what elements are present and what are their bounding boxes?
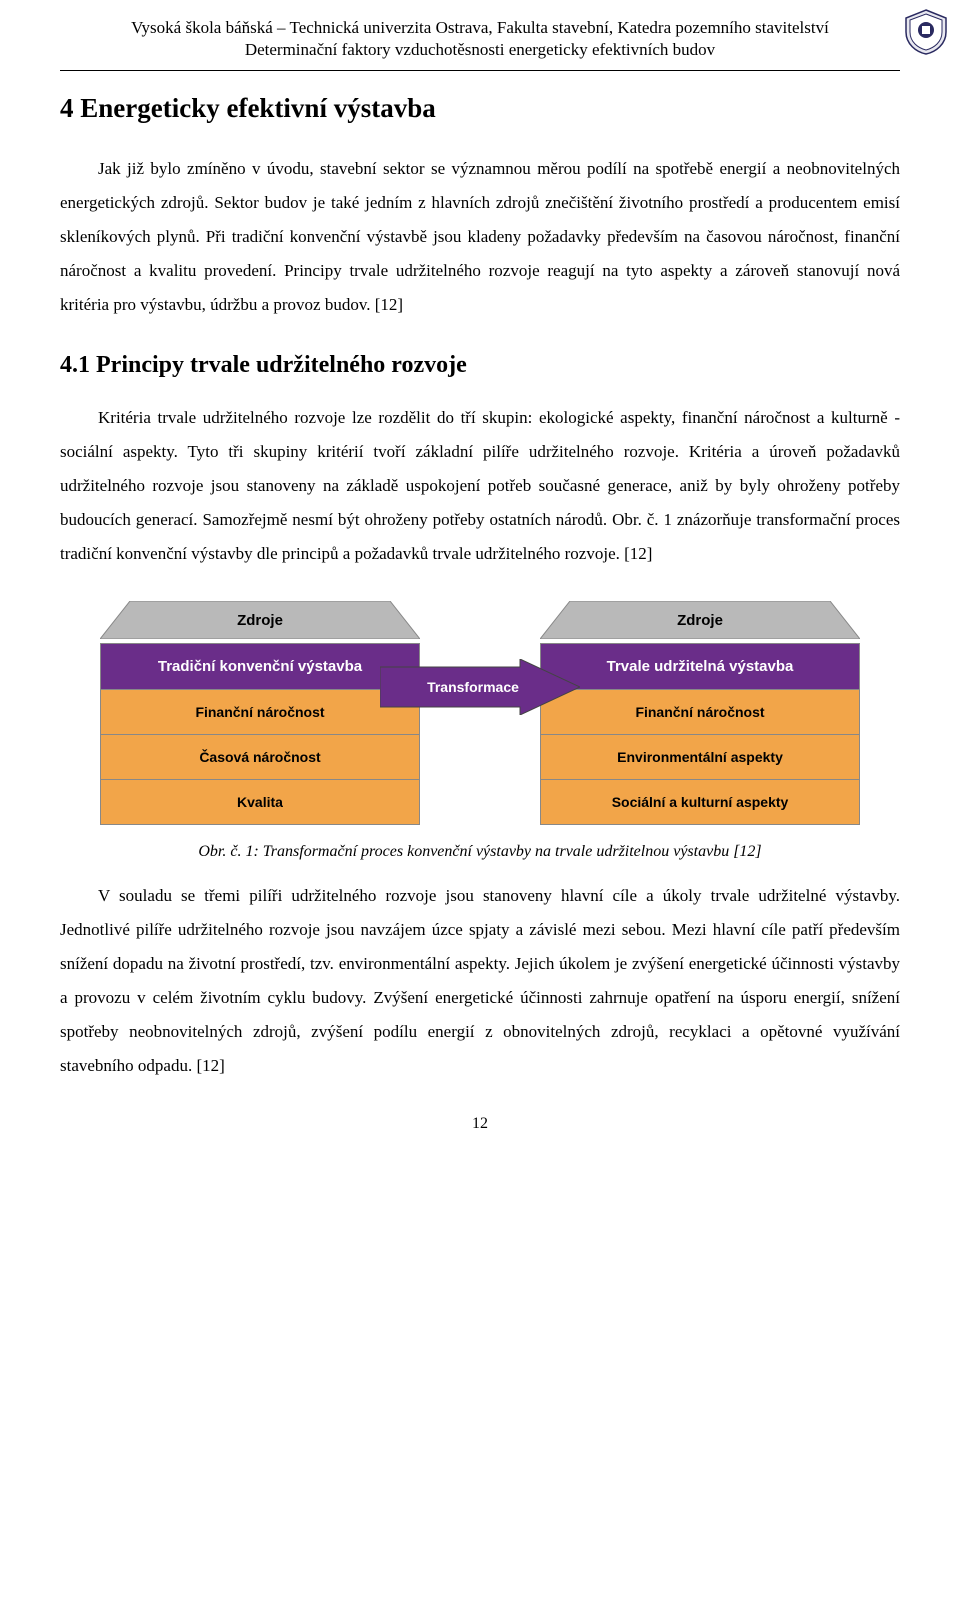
subsection-4-1-title: 4.1 Principy trvale udržitelného rozvoje bbox=[60, 352, 900, 379]
transformation-arrow-label: Transformace bbox=[427, 679, 519, 695]
transformation-diagram: Zdroje Tradiční konvenční výstavba Finan… bbox=[100, 601, 860, 825]
diagram-left-row-0: Finanční náročnost bbox=[100, 689, 420, 734]
diagram-right-row-2: Sociální a kulturní aspekty bbox=[540, 779, 860, 825]
section-4-1-para-2: V souladu se třemi pilíři udržitelného r… bbox=[60, 879, 900, 1083]
diagram-left-row-1: Časová náročnost bbox=[100, 734, 420, 779]
diagram-left-top-label: Zdroje bbox=[237, 612, 283, 629]
diagram-col-traditional: Zdroje Tradiční konvenční výstavba Finan… bbox=[100, 601, 420, 825]
diagram-left-title: Tradiční konvenční výstavba bbox=[100, 643, 420, 689]
transformation-arrow-icon: Transformace bbox=[380, 659, 580, 715]
page-header: Vysoká škola báňská – Technická univerzi… bbox=[60, 0, 900, 71]
university-logo-icon bbox=[902, 8, 950, 56]
diagram-right-top-label: Zdroje bbox=[677, 612, 723, 629]
section-4-para-1: Jak již bylo zmíněno v úvodu, stavební s… bbox=[60, 152, 900, 322]
diagram-right-row-1: Environmentální aspekty bbox=[540, 734, 860, 779]
header-institution: Vysoká škola báňská – Technická univerzi… bbox=[60, 18, 900, 38]
section-4-title: 4 Energeticky efektivní výstavba bbox=[60, 93, 900, 124]
diagram-right-top-trapezoid: Zdroje bbox=[540, 601, 860, 639]
figure-1-caption: Obr. č. 1: Transformační proces konvenčn… bbox=[60, 843, 900, 861]
header-subtitle: Determinační faktory vzduchotěsnosti ene… bbox=[60, 40, 900, 60]
diagram-right-row-0: Finanční náročnost bbox=[540, 689, 860, 734]
diagram-col-sustainable: Zdroje Trvale udržitelná výstavba Finanč… bbox=[540, 601, 860, 825]
diagram-right-title: Trvale udržitelná výstavba bbox=[540, 643, 860, 689]
section-4-1-para-1: Kritéria trvale udržitelného rozvoje lze… bbox=[60, 401, 900, 571]
page-number: 12 bbox=[60, 1115, 900, 1133]
diagram-left-top-trapezoid: Zdroje bbox=[100, 601, 420, 639]
diagram-left-row-2: Kvalita bbox=[100, 779, 420, 825]
